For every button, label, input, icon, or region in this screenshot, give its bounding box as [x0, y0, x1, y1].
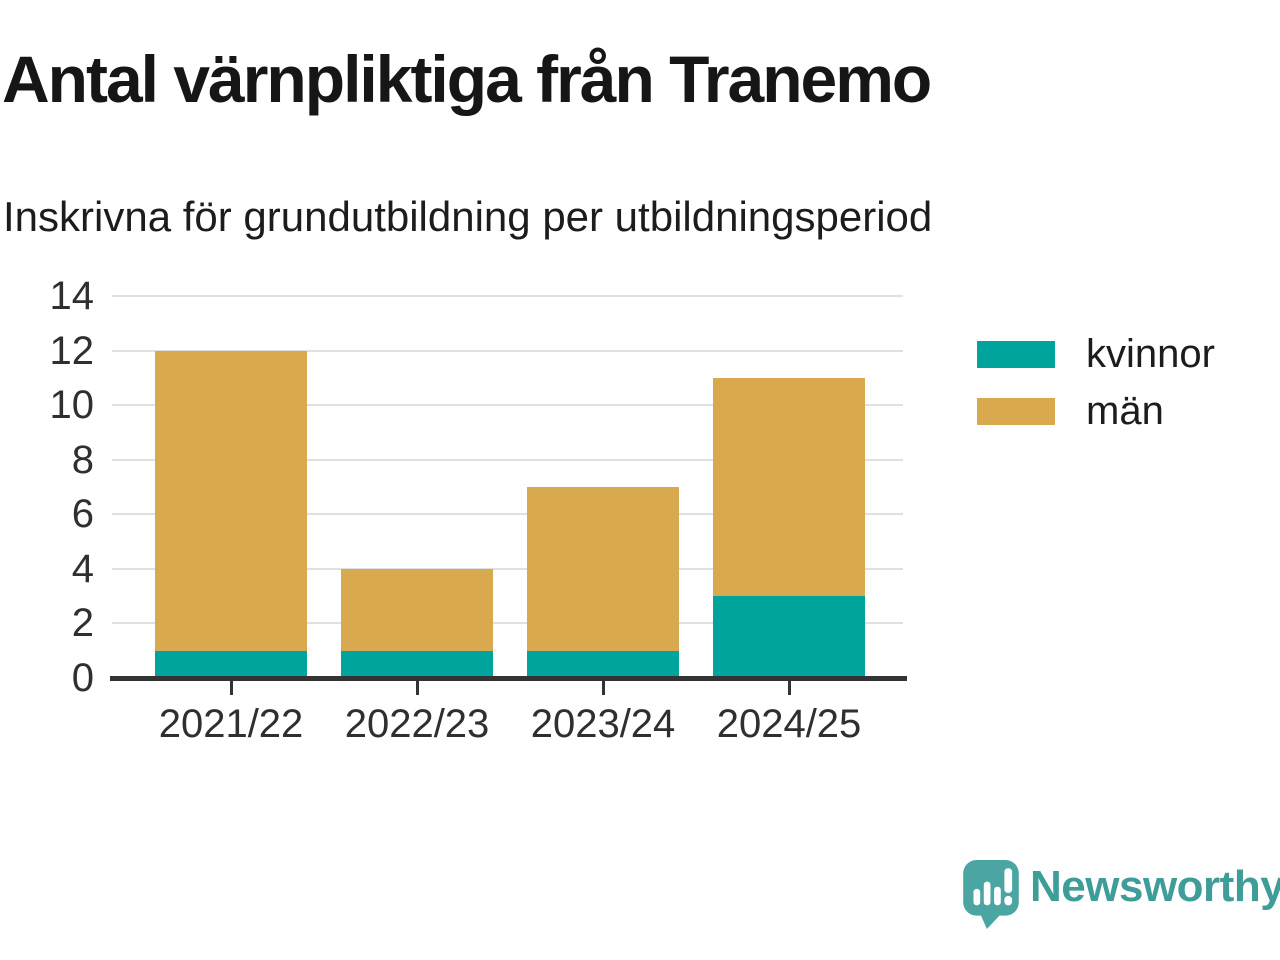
x-tick-label-2022/23: 2022/23 [344, 702, 490, 746]
y-tick-label-6: 6 [71, 492, 94, 537]
y-tick-label-0: 0 [71, 656, 94, 700]
x-tick-label-2023/24: 2023/24 [530, 702, 676, 746]
legend-swatch-män [977, 397, 1055, 425]
bar-segment-män-2021/22 [155, 350, 307, 651]
x-tick-label-2021/22: 2021/22 [158, 702, 304, 746]
logo-exclamation-bar [1004, 868, 1013, 893]
chart-subtitle: Inskrivna för grundutbildning per utbild… [3, 193, 933, 240]
gridline-6 [112, 513, 903, 516]
y-tick-label-4: 4 [71, 546, 94, 591]
bar-segment-kvinnor-2021/22 [155, 650, 307, 678]
x-axis-line [110, 676, 907, 681]
x-tick-2024/25 [787, 681, 791, 695]
bar-segment-män-2024/25 [713, 377, 865, 597]
bar-segment-kvinnor-2023/24 [527, 650, 679, 678]
gridline-4 [112, 567, 903, 570]
x-tick-2023/24 [601, 681, 605, 695]
bar-segment-män-2023/24 [527, 487, 679, 651]
logo-bar-2 [983, 881, 991, 906]
legend-item-män: män [977, 388, 1215, 434]
legend: kvinnor män [977, 331, 1215, 445]
logo-bar-1 [973, 888, 981, 906]
bar-segment-kvinnor-2024/25 [713, 596, 865, 678]
plot-area [112, 295, 903, 678]
x-tick-label-2024/25: 2024/25 [716, 702, 862, 746]
y-tick-label-14: 14 [49, 274, 95, 318]
newsworthy-logo-icon [963, 860, 1019, 929]
y-tick-label-10: 10 [49, 383, 95, 428]
bar-segment-kvinnor-2022/23 [341, 650, 493, 678]
gridline-2 [112, 622, 903, 625]
y-tick-label-2: 2 [71, 601, 94, 646]
x-tick-2021/22 [229, 681, 233, 695]
x-tick-2022/23 [415, 681, 419, 695]
legend-label-kvinnor: kvinnor [1086, 332, 1215, 376]
brand-name: Newsworthy [1030, 862, 1280, 911]
bar-2023/24 [527, 487, 679, 678]
y-tick-label-12: 12 [49, 328, 95, 373]
gridline-8 [112, 458, 903, 461]
logo-bar-3 [994, 886, 1001, 906]
chart-title: Antal värnpliktiga från Tranemo [2, 42, 932, 116]
bar-2021/22 [155, 350, 307, 678]
gridline-14 [112, 295, 903, 297]
bar-2022/23 [341, 568, 493, 678]
bar-segment-män-2022/23 [341, 568, 493, 651]
legend-label-män: män [1086, 389, 1164, 433]
legend-swatch-kvinnor [977, 340, 1055, 368]
y-tick-label-8: 8 [71, 437, 94, 482]
gridline-12 [112, 349, 903, 352]
legend-item-kvinnor: kvinnor [977, 331, 1215, 377]
bar-2024/25 [713, 377, 865, 678]
logo-speech-bubble-tail [979, 912, 1003, 929]
logo-exclamation-dot [1004, 896, 1013, 906]
gridline-10 [112, 404, 903, 407]
